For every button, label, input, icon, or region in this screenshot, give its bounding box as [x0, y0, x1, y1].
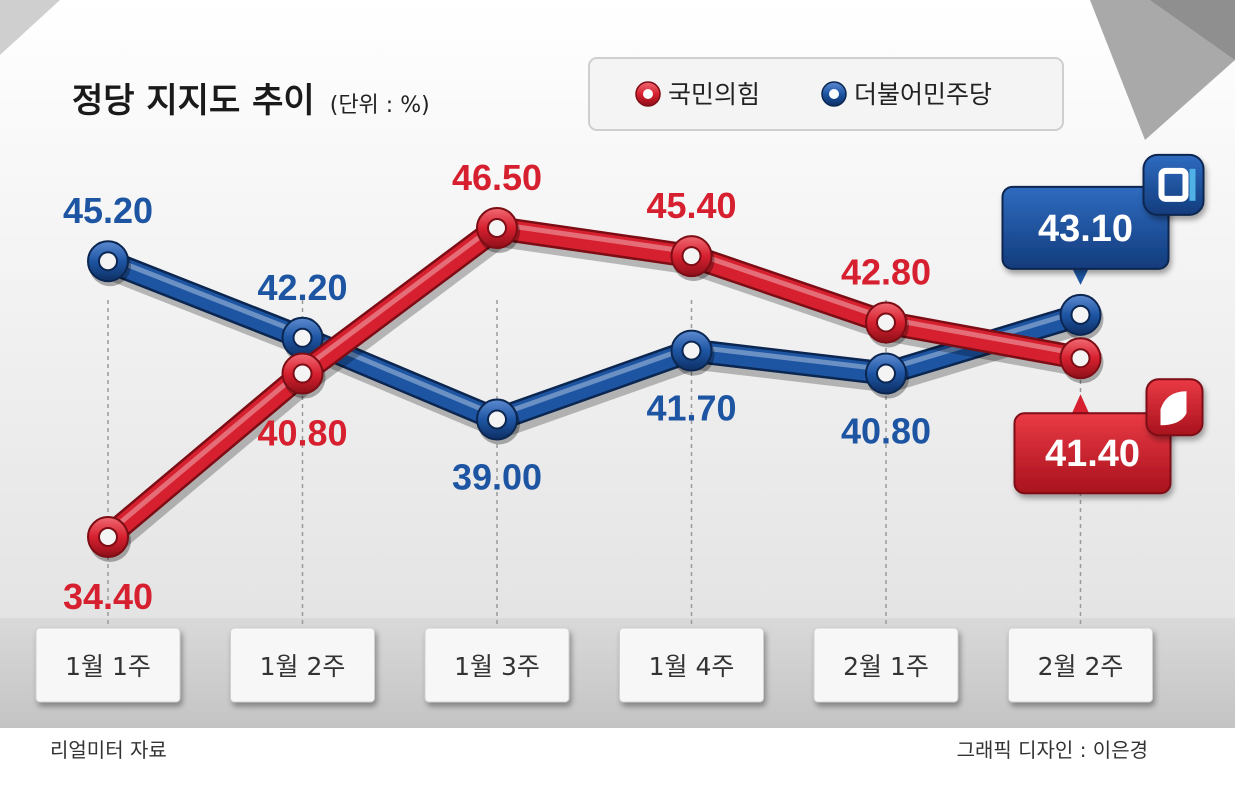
category-tick: 2월 1주 — [813, 627, 959, 703]
data-point-hole — [681, 340, 702, 361]
data-point-hole — [292, 363, 313, 384]
ppp-logo-icon — [1160, 391, 1187, 426]
data-point-hole — [98, 527, 118, 547]
data-point-hole — [681, 246, 702, 267]
category-box — [35, 627, 181, 703]
category-label: 1월 2주 — [260, 652, 346, 681]
value-label-ppp: 46.50 — [452, 157, 542, 198]
category-box — [619, 627, 764, 703]
data-point-hole — [1070, 304, 1091, 325]
category-axis: 1월 1주 1월 2주 1월 3주 1월 4주 2월 1주 2월 2주 — [35, 627, 1153, 703]
series-line-highlight — [105, 254, 1083, 419]
category-tick: 1월 3주 — [424, 627, 570, 703]
category-label: 1월 1주 — [65, 652, 151, 681]
value-label-dpk: 39.00 — [452, 457, 542, 498]
series-ppp — [87, 207, 1104, 562]
value-label-dpk: 42.20 — [257, 267, 347, 308]
dpk-logo-icon — [1158, 167, 1189, 202]
callouts: 43.10 41.40 — [1001, 153, 1205, 495]
category-label: 2월 1주 — [843, 652, 929, 681]
category-box — [813, 627, 959, 703]
callout-value-ppp: 41.40 — [1045, 433, 1140, 475]
category-box — [1008, 627, 1153, 703]
dpk-logo-accent — [1189, 168, 1196, 201]
data-point-hole — [487, 218, 507, 238]
chart-title-main: 정당 지지도 추이 — [72, 81, 315, 121]
party-badge-dpk — [1142, 153, 1205, 216]
data-point-hole — [98, 251, 118, 272]
category-tick: 1월 2주 — [230, 627, 375, 703]
value-label-ppp: 45.40 — [646, 185, 736, 226]
corner-fold — [1090, 0, 1235, 140]
data-point-hole — [876, 363, 896, 384]
callout-dpk: 43.10 — [1001, 153, 1205, 285]
category-tick: 1월 1주 — [35, 627, 181, 703]
left-bevel — [0, 0, 60, 55]
category-label: 1월 3주 — [454, 652, 540, 681]
callout-ppp: 41.40 — [1013, 378, 1204, 495]
series-line-highlight — [105, 221, 1083, 536]
legend-marker-blue-hole — [829, 89, 839, 99]
series-line — [98, 218, 1090, 547]
value-label-ppp: 42.80 — [841, 251, 931, 292]
series-line — [98, 251, 1090, 430]
callout-value-dpk: 43.10 — [1038, 208, 1133, 250]
source-note: 리얼미터 자료 — [50, 738, 167, 762]
value-label-dpk: 45.20 — [63, 190, 153, 231]
footer-area — [0, 728, 1235, 798]
data-point-hole — [1070, 348, 1091, 369]
data-point-hole — [292, 327, 313, 348]
legend-marker-red-hole — [643, 89, 653, 99]
category-label: 2월 2주 — [1038, 652, 1124, 681]
data-point-hole — [487, 409, 507, 430]
value-label-ppp: 34.40 — [63, 576, 153, 617]
category-box — [424, 627, 570, 703]
value-label-ppp: 40.80 — [257, 413, 347, 454]
callout-pointer — [1071, 394, 1090, 415]
callout-box — [1001, 185, 1170, 270]
chart-title-unit: (단위 : %) — [330, 93, 430, 118]
corner-fold-dark — [1150, 0, 1235, 60]
legend-label-dpk: 더불어민주당 — [854, 80, 992, 109]
value-label-dpk: 40.80 — [841, 411, 931, 452]
series-dpk — [87, 240, 1104, 445]
chart-title: 정당 지지도 추이 (단위 : %) — [72, 81, 430, 121]
callout-pointer — [1071, 266, 1090, 285]
value-label-dpk: 41.70 — [646, 388, 736, 429]
category-label: 1월 4주 — [649, 652, 735, 681]
data-point-hole — [876, 312, 896, 333]
category-tick: 1월 4주 — [619, 627, 764, 703]
series-layer: 34.40 40.80 46.50 45.40 42.80 45.20 42.20 39.00… — [63, 157, 1104, 617]
callout-box — [1013, 412, 1172, 495]
credit-note: 그래픽 디자인 : 이은경 — [957, 738, 1148, 762]
legend-label-ppp: 국민의힘 — [668, 80, 760, 109]
category-tick: 2월 2주 — [1008, 627, 1153, 703]
category-box — [230, 627, 375, 703]
legend: 국민의힘 더불어민주당 — [588, 57, 1064, 131]
